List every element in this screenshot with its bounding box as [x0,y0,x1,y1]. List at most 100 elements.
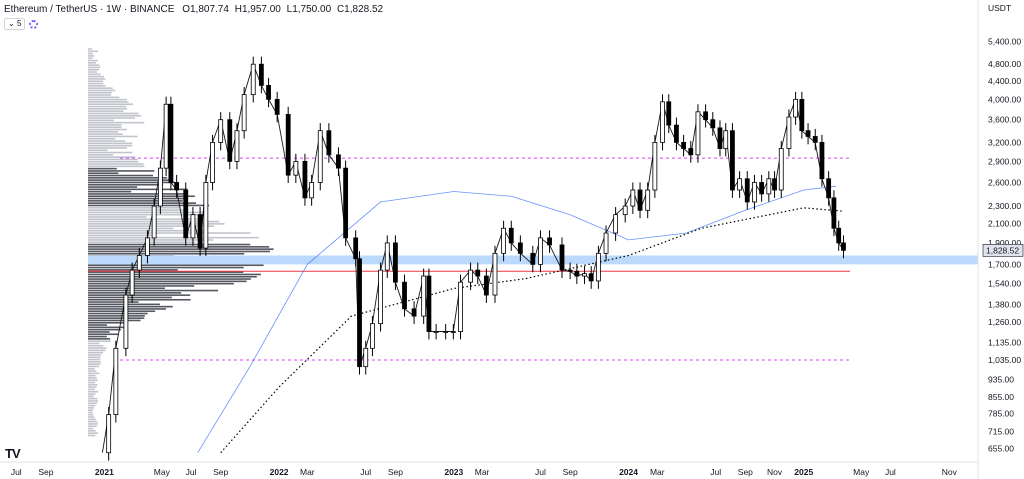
volume-profile-bar [88,206,181,209]
ma-100w-line [197,185,837,453]
volume-profile-bar [88,59,98,62]
high-label: H [234,4,242,15]
volume-profile-bar [88,78,106,80]
candle-body [363,347,369,368]
last-price-tag [982,244,1024,257]
volume-profile-bar [88,213,205,216]
volume-profile-bar [88,420,98,423]
volume-profile-bar [88,340,111,342]
time-axis[interactable]: Jul Sep 2021 May Jul Sep 2022 Mar Jul Sep 2023 Mar J… [0,461,978,477]
candle-body [357,258,362,368]
candle-body [595,252,601,282]
price-axis[interactable]: USDT 5,400.00 4,800.00 4,400.00 4,000.00 3,60… [977,0,1024,479]
candle-body [744,178,750,203]
volume-profile-bar [88,110,124,112]
time-tick-label: 2023 [444,467,463,477]
volume-profile-bar [88,319,141,322]
volume-profile-bar [88,94,111,96]
volume-profile-bar [88,68,99,71]
volume-profile-bar [88,160,139,163]
volume-profile-bar [88,370,97,372]
candle-body [203,182,209,249]
volume-profile-bar [88,183,164,186]
volume-profile-bar [88,395,94,398]
volume-profile-bar [88,425,97,428]
volume-profile-bar [88,170,155,172]
volume-profile-bar [88,434,96,437]
candle-body [174,182,180,191]
time-tick-label: Jul [885,467,896,477]
candle-body [218,119,224,143]
volume-profile-bar [88,105,127,108]
time-tick-label: Mar [475,467,490,477]
volume-profile-bar [88,402,98,405]
volume-profile-bar [88,193,188,195]
volume-profile-bar [88,351,104,354]
volume-profile-bar [88,52,93,55]
volume-profile-bar [88,273,261,276]
volume-profile-bar [88,218,198,221]
volume-profile-bar [88,216,147,218]
volume-profile-bar [88,377,97,379]
volume-profile-bar [88,305,173,308]
candle-body [234,130,240,162]
time-tick-label: Mar [300,467,315,477]
volume-profile-bar [88,358,101,361]
volume-profile-bar [88,294,191,296]
open-label: O [182,4,190,15]
volume-profile-bar [88,331,110,333]
price-tick-label: 655.00 [988,443,1014,453]
volume-profile-bar [88,200,183,202]
candle-body [210,141,215,183]
candle-body [450,331,456,333]
time-tick-label: Jul [186,467,197,477]
volume-profile-bar [88,365,100,368]
collapse-button[interactable]: ⌄ 5 [4,18,26,30]
volume-profile-bar [88,108,128,110]
price-tick-label: 4,000.00 [988,94,1021,104]
candle-body [836,227,842,244]
logo-text: TV [5,446,21,461]
volume-profile-bar [88,229,206,232]
volume-profile-bar [88,177,168,179]
candle-body [723,130,729,149]
price-tick-label: 1,035.00 [988,355,1021,365]
volume-profile-bar [88,248,274,250]
candle-body [778,148,784,191]
volume-profile-bar [88,321,128,324]
candle-body [819,141,825,180]
candle-body [737,178,743,191]
time-tick-label: Sep [563,467,578,477]
volume-profile-bar [88,427,94,430]
candle-body [826,178,832,199]
volume-profile-bar [88,225,215,227]
volume-profile-bar [88,119,114,122]
candle-body [378,269,383,325]
volume-profile-bar [88,241,196,244]
symbol-title[interactable]: Ethereum / TetherUS · 1W · BINANCE [4,4,175,15]
volume-profile-bar [88,287,165,290]
volume-profile-bar [88,317,145,319]
volume-profile-bar [88,147,128,149]
gear-icon[interactable] [29,19,39,29]
tradingview-logo[interactable]: TV [5,446,21,461]
volume-profile-bar [88,126,122,129]
candle-body [530,252,536,265]
volume-profile-bar [88,423,99,425]
candle-body [517,242,523,254]
time-tick-label: Jul [535,467,546,477]
volume-profile-bar [88,165,145,168]
volume-profile-bar [88,363,101,365]
volume-profile-bar [88,282,234,285]
price-tick-label: 3,600.00 [988,115,1021,125]
candle-body [637,189,643,211]
volume-profile-bar [88,418,96,421]
price-tick-label: 4,400.00 [988,76,1021,86]
volume-profile-bar [88,87,113,89]
volume-profile-bar [88,114,142,117]
candle-body [793,98,799,118]
candle-body [483,275,489,296]
volume-profile-bar [88,409,94,411]
time-tick-label: 2021 [95,467,114,477]
